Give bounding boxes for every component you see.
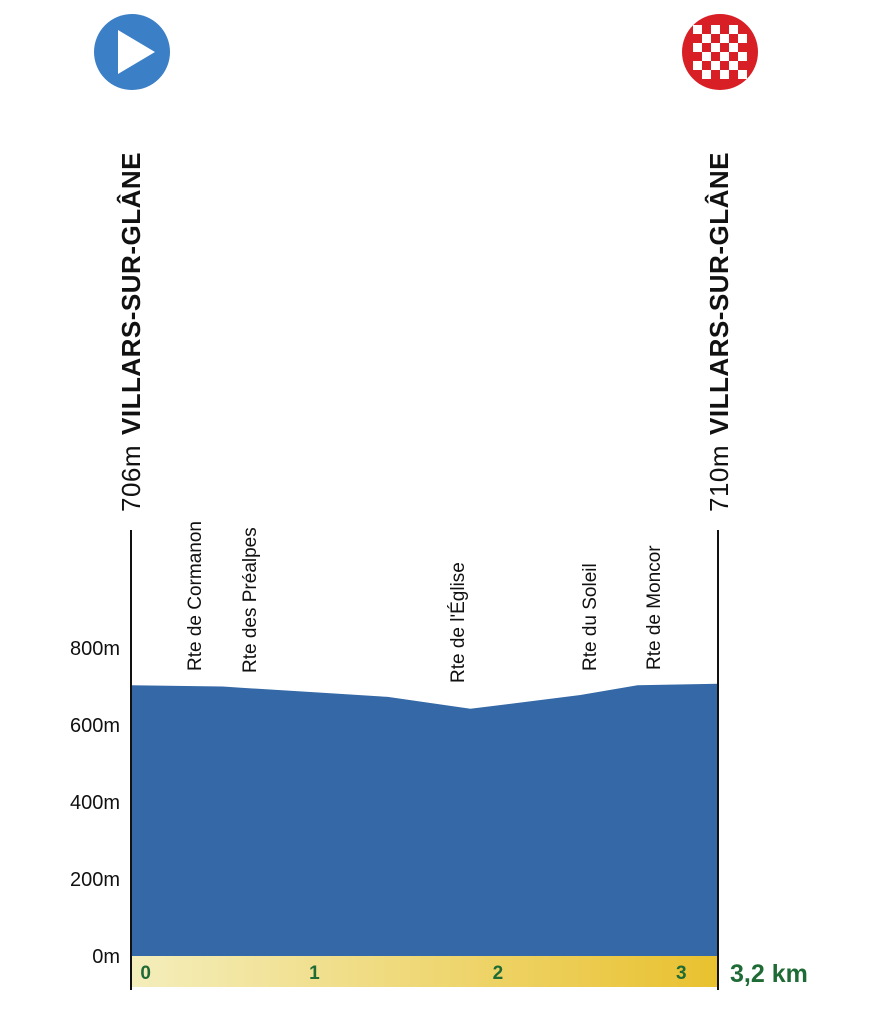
checkered-flag-icon xyxy=(720,70,729,79)
start-name: VILLARS-SUR-GLÂNE xyxy=(116,152,146,435)
finish-altitude: 710m xyxy=(704,444,734,512)
checkered-flag-icon xyxy=(729,25,738,34)
checkered-flag-icon xyxy=(729,43,738,52)
x-tick-label: 3 xyxy=(676,963,687,984)
x-tick-label: 1 xyxy=(309,963,320,984)
start-town-label: 706m VILLARS-SUR-GLÂNE xyxy=(116,152,147,512)
checkered-flag-icon xyxy=(711,25,720,34)
finish-name: VILLARS-SUR-GLÂNE xyxy=(704,152,734,435)
checkered-flag-icon xyxy=(711,61,720,70)
distance-bar xyxy=(131,956,718,987)
profile-area xyxy=(131,683,718,956)
street-label: Rte de l'Église xyxy=(447,562,469,683)
play-icon xyxy=(118,30,155,74)
y-tick-label: 400m xyxy=(70,792,120,814)
checkered-flag-icon xyxy=(738,52,747,61)
checkered-flag-icon xyxy=(693,25,702,34)
checkered-flag-icon xyxy=(738,70,747,79)
checkered-flag-icon xyxy=(702,34,711,43)
checkered-flag-icon xyxy=(693,43,702,52)
checkered-flag-icon xyxy=(702,52,711,61)
street-label: Rte du Soleil xyxy=(579,563,601,672)
x-tick-label: 0 xyxy=(140,963,151,984)
total-distance-label: 3,2 km xyxy=(730,960,808,988)
checkered-flag-icon xyxy=(729,61,738,70)
y-tick-label: 200m xyxy=(70,869,120,891)
checkered-flag-icon xyxy=(711,43,720,52)
finish-town-label: 710m VILLARS-SUR-GLÂNE xyxy=(704,152,735,512)
street-label: Rte de Moncor xyxy=(643,545,665,670)
checkered-flag-icon xyxy=(693,61,702,70)
y-tick-label: 600m xyxy=(70,715,120,737)
checkered-flag-icon xyxy=(702,70,711,79)
checkered-flag-icon xyxy=(738,34,747,43)
street-label: Rte de Cormanon xyxy=(185,521,207,672)
y-tick-label: 800m xyxy=(70,638,120,660)
checkered-flag-icon xyxy=(720,52,729,61)
start-altitude: 706m xyxy=(116,444,146,512)
checkered-flag-icon xyxy=(720,34,729,43)
y-tick-label: 0m xyxy=(92,946,120,968)
street-label: Rte des Préalpes xyxy=(240,526,262,673)
x-tick-label: 2 xyxy=(493,963,504,984)
